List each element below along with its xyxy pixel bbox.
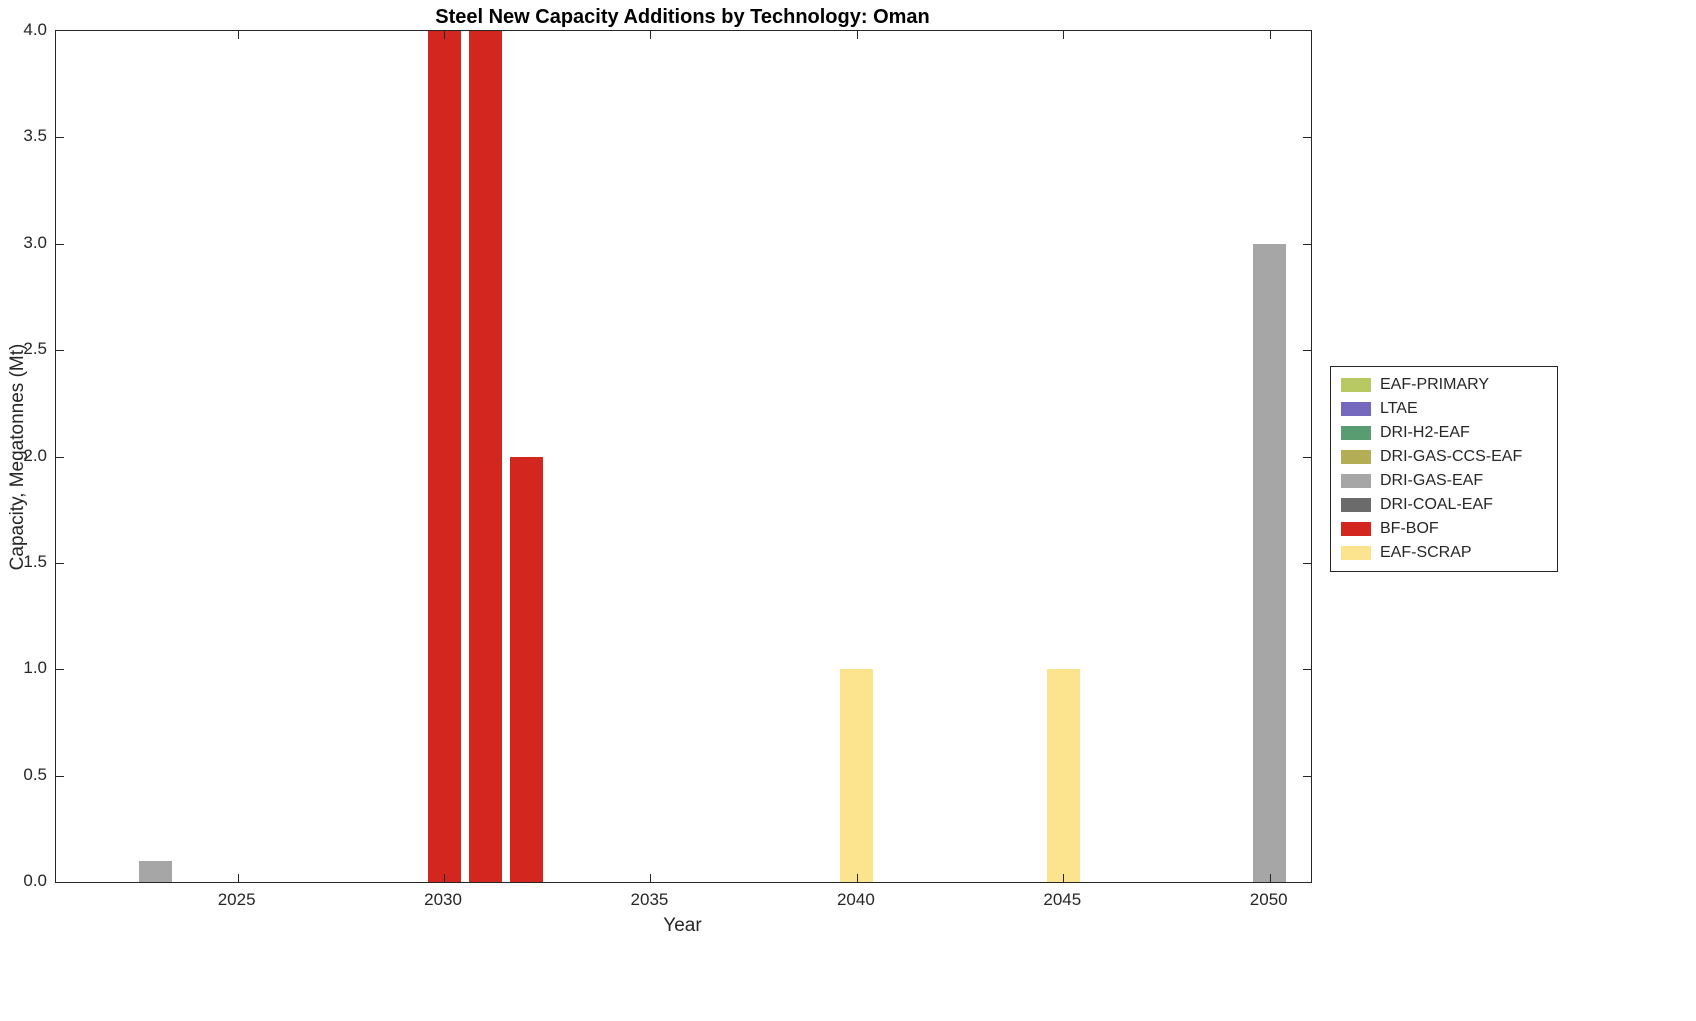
legend-item-bf-bof: BF-BOF bbox=[1331, 517, 1557, 541]
y-tick-left bbox=[56, 350, 64, 352]
x-tick-label: 2050 bbox=[1249, 890, 1288, 909]
y-tick-label: 1.5 bbox=[23, 551, 47, 571]
y-tick-right bbox=[1303, 669, 1311, 671]
y-tick-left bbox=[56, 456, 64, 458]
legend-item-dri-h2-eaf: DRI-H2-EAF bbox=[1331, 421, 1557, 445]
legend-item-eaf-primary: EAF-PRIMARY bbox=[1331, 373, 1557, 397]
legend-item-dri-coal-eaf: DRI-COAL-EAF bbox=[1331, 493, 1557, 517]
x-tick-top bbox=[444, 31, 446, 39]
legend-swatch-icon bbox=[1341, 498, 1371, 512]
y-tick-right bbox=[1303, 775, 1311, 777]
y-tick-label: 1.0 bbox=[23, 658, 47, 678]
legend-swatch-icon bbox=[1341, 522, 1371, 536]
x-tick-top bbox=[650, 31, 652, 39]
x-tick-label: 2045 bbox=[1043, 890, 1082, 909]
legend-swatch-icon bbox=[1341, 426, 1371, 440]
x-axis-label: Year bbox=[663, 915, 702, 936]
x-tick-label: 2025 bbox=[217, 890, 256, 909]
legend-item-dri-gas-ccs-eaf: DRI-GAS-CCS-EAF bbox=[1331, 445, 1557, 469]
legend-label: BF-BOF bbox=[1380, 520, 1439, 537]
y-tick-left bbox=[56, 137, 64, 139]
legend-swatch-icon bbox=[1341, 474, 1371, 488]
bar-bf-bof-2031 bbox=[468, 31, 502, 882]
y-tick-right bbox=[1303, 562, 1311, 564]
x-tick-bottom bbox=[1269, 874, 1271, 882]
bar-dri-gas-eaf-2050 bbox=[1253, 243, 1287, 882]
y-axis-label: Capacity, Megatonnes (Mt) bbox=[7, 343, 28, 571]
y-tick-right bbox=[1303, 243, 1311, 245]
y-tick-right bbox=[1303, 350, 1311, 352]
y-tick-left bbox=[56, 775, 64, 777]
x-tick-label: 2030 bbox=[424, 890, 462, 909]
legend-label: EAF-SCRAP bbox=[1380, 544, 1472, 561]
x-tick-label: 2040 bbox=[836, 890, 875, 909]
y-tick-label: 0.5 bbox=[23, 764, 47, 784]
legend-label: DRI-GAS-CCS-EAF bbox=[1380, 448, 1523, 465]
legend: EAF-PRIMARY LTAE DRI-H2-EAF DRI-GAS-CCS-EAF… bbox=[1330, 366, 1558, 572]
x-tick-top bbox=[1063, 31, 1065, 39]
y-tick-right bbox=[1303, 137, 1311, 139]
legend-swatch-icon bbox=[1341, 378, 1371, 392]
chart-title: Steel New Capacity Additions by Technolo… bbox=[435, 6, 930, 28]
legend-swatch-icon bbox=[1341, 546, 1371, 560]
y-tick-right bbox=[1303, 456, 1311, 458]
legend-label: DRI-H2-EAF bbox=[1380, 424, 1470, 441]
bar-bf-bof-2032 bbox=[510, 456, 544, 882]
bar-eaf-scrap-2045 bbox=[1046, 669, 1080, 882]
bar-bf-bof-2030 bbox=[427, 31, 461, 882]
x-tick-top bbox=[856, 31, 858, 39]
bar-dri-gas-eaf-2023 bbox=[138, 860, 172, 882]
legend-swatch-icon bbox=[1341, 402, 1371, 416]
plot-area bbox=[55, 30, 1312, 883]
y-tick-label: 3.0 bbox=[23, 232, 47, 252]
x-tick-bottom bbox=[237, 874, 239, 882]
legend-label: EAF-PRIMARY bbox=[1380, 376, 1490, 393]
y-tick-label: 2.0 bbox=[23, 445, 47, 465]
y-tick-label: 3.5 bbox=[23, 126, 47, 146]
legend-item-eaf-scrap: EAF-SCRAP bbox=[1331, 541, 1557, 565]
x-tick-bottom bbox=[1063, 874, 1065, 882]
x-tick-top bbox=[1269, 31, 1271, 39]
y-tick-label: 4.0 bbox=[23, 20, 47, 39]
bar-eaf-scrap-2040 bbox=[840, 669, 874, 882]
legend-label: DRI-GAS-EAF bbox=[1380, 472, 1484, 489]
y-tick-left bbox=[56, 669, 64, 671]
x-tick-top bbox=[237, 31, 239, 39]
legend-item-dri-gas-eaf: DRI-GAS-EAF bbox=[1331, 469, 1557, 493]
x-tick-label: 2035 bbox=[630, 890, 669, 909]
x-tick-bottom bbox=[444, 874, 446, 882]
x-tick-bottom bbox=[856, 874, 858, 882]
legend-label: DRI-COAL-EAF bbox=[1380, 496, 1493, 513]
y-tick-left bbox=[56, 562, 64, 564]
y-tick-label: 2.5 bbox=[23, 339, 47, 359]
y-tick-label: 0.0 bbox=[23, 871, 47, 890]
legend-item-ltae: LTAE bbox=[1331, 397, 1557, 421]
y-tick-left bbox=[56, 243, 64, 245]
x-tick-bottom bbox=[650, 874, 652, 882]
legend-swatch-icon bbox=[1341, 450, 1371, 464]
legend-label: LTAE bbox=[1380, 400, 1418, 417]
